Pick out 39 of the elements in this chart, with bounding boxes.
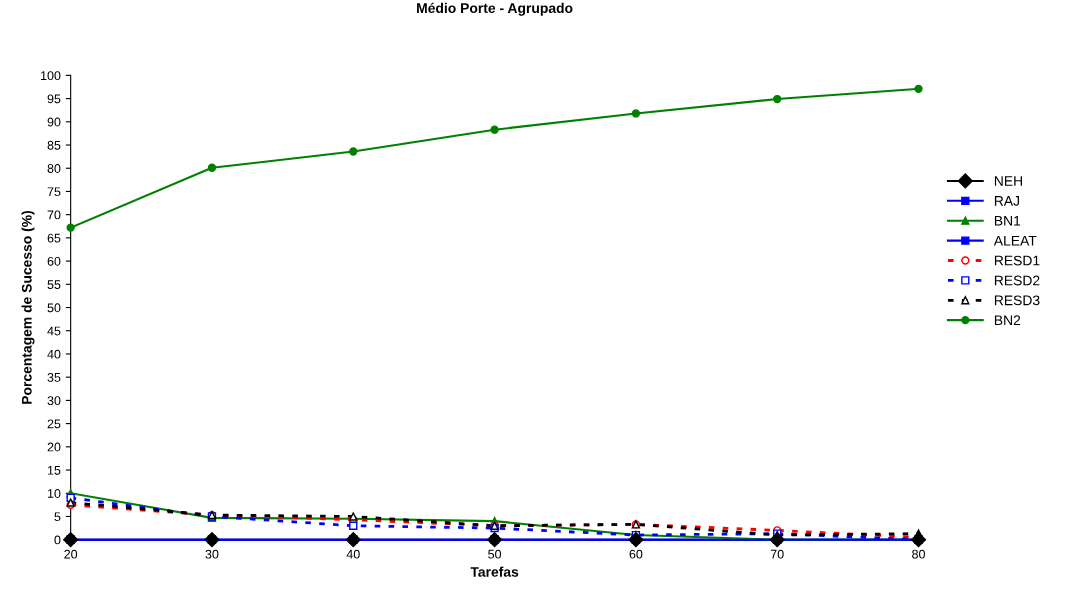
y-tick-label: 10	[47, 489, 61, 498]
y-tick-label: 95	[47, 94, 61, 104]
x-tick-label: 80	[912, 549, 925, 559]
x-tick-label: 60	[629, 549, 643, 559]
y-tick-label: 35	[47, 372, 61, 382]
legend-label: RESD3	[994, 295, 1040, 306]
y-tick-label: 100	[41, 71, 61, 81]
y-tick-label: 50	[47, 303, 61, 313]
legend-label: NEH	[994, 176, 1022, 186]
y-tick-label: 45	[47, 326, 61, 336]
x-axis-title: Tarefas	[470, 566, 519, 577]
y-tick-label: 30	[47, 396, 61, 406]
y-axis-title: Porcentagem de Sucesso (%)	[21, 210, 35, 404]
y-tick-label: 0	[54, 535, 61, 545]
y-tick-label: 85	[47, 140, 61, 150]
y-tick-label: 25	[47, 419, 61, 429]
y-tick-label: 20	[47, 442, 61, 452]
y-tick-label: 70	[47, 210, 61, 220]
legend-label: BN2	[994, 315, 1021, 326]
x-tick-label: 50	[488, 549, 502, 559]
y-tick-label: 60	[47, 256, 61, 266]
y-tick-label: 65	[47, 233, 61, 243]
legend-label: RAJ	[994, 196, 1020, 206]
legend-label: RESD1	[994, 255, 1040, 266]
y-tick-label: 15	[47, 465, 61, 475]
y-tick-label: 5	[54, 512, 61, 522]
x-tick-label: 30	[205, 549, 219, 559]
y-tick-label: 80	[47, 164, 61, 173]
chart-title: Médio Porte - Agrupado	[417, 2, 573, 16]
legend-label: ALEAT	[993, 235, 1037, 246]
legend-label: RESD2	[994, 275, 1040, 286]
y-tick-label: 40	[47, 349, 61, 359]
y-tick-label: 90	[47, 117, 61, 127]
legend-label: BN1	[994, 216, 1021, 226]
y-tick-label: 55	[47, 280, 61, 289]
x-tick-label: 20	[64, 549, 78, 559]
x-tick-label: 70	[770, 549, 784, 559]
x-tick-label: 40	[346, 549, 360, 559]
y-tick-label: 75	[47, 187, 61, 197]
